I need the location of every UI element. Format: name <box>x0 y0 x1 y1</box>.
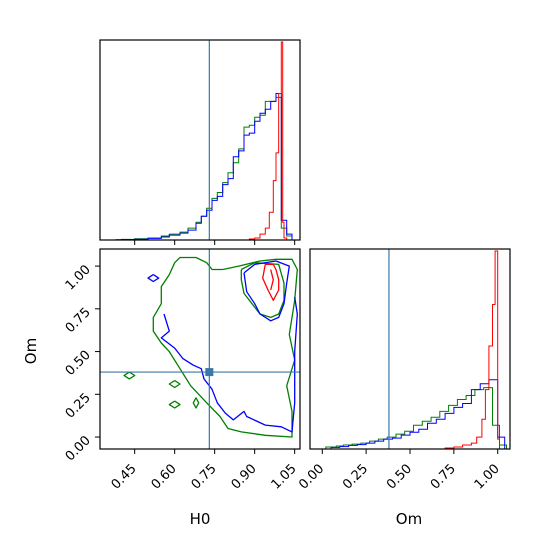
contour-green <box>152 256 298 438</box>
x-axis-label-h0: H0 <box>190 510 211 528</box>
contour-blue <box>160 296 298 433</box>
contour-red <box>262 263 280 301</box>
truth-marker <box>205 368 214 377</box>
histogram-red <box>248 41 288 240</box>
contour-green <box>123 371 136 380</box>
contour-red <box>270 269 274 291</box>
histogram-blue <box>120 93 293 241</box>
contour-green <box>240 262 285 319</box>
contour-blue <box>243 260 290 322</box>
histogram-green <box>325 387 507 449</box>
contour-green <box>168 400 181 409</box>
h0-om-contour-panel: 0.45 0.60 0.75 0.90 1.050.000.250.500.751.00 <box>63 248 301 493</box>
contour-blue <box>147 274 160 283</box>
x-axis-label-om: Om <box>396 510 422 528</box>
contour-green <box>192 397 200 409</box>
h0-histogram-panel <box>99 39 301 245</box>
histogram-red <box>444 250 500 449</box>
contour-green <box>168 380 181 389</box>
contour-panel-frame <box>99 248 301 450</box>
y-axis-label-om: Om <box>22 338 40 364</box>
h0-histogram-frame <box>99 39 301 241</box>
histogram-blue <box>330 379 506 449</box>
